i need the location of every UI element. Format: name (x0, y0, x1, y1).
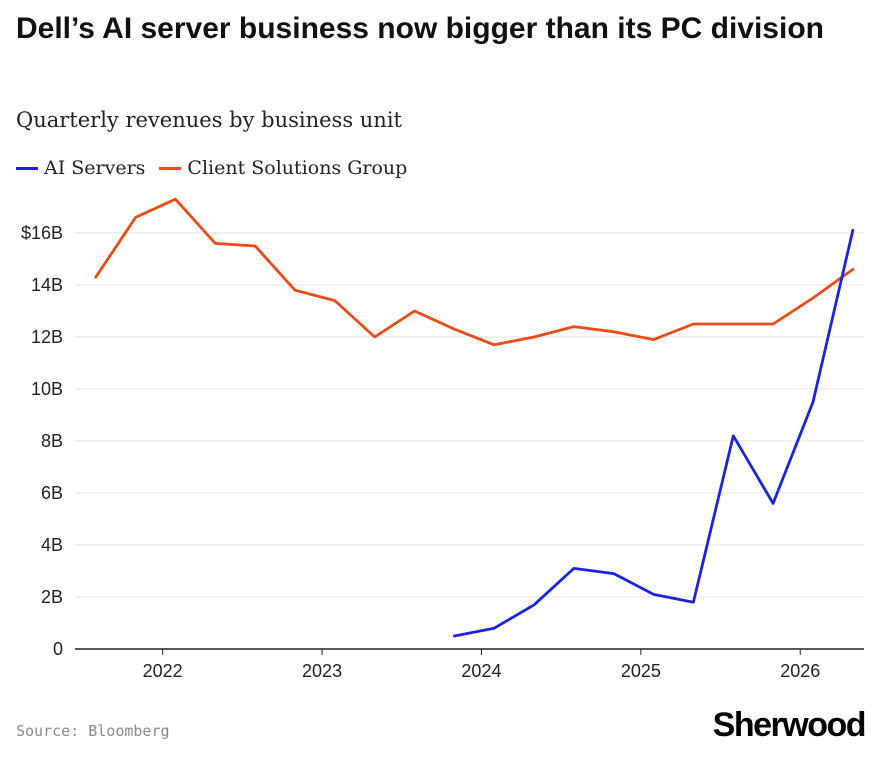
y-tick-label: 14B (31, 275, 63, 295)
legend: AI Servers Client Solutions Group (16, 157, 421, 179)
chart-title: Dell’s AI server business now bigger tha… (16, 12, 824, 45)
y-tick-label: 2B (41, 587, 63, 607)
legend-label-ai-servers: AI Servers (44, 157, 146, 179)
y-tick-label: 10B (31, 379, 63, 399)
y-tick-label: $16B (21, 223, 63, 243)
x-tick-label: 2022 (143, 661, 183, 681)
y-tick-label: 4B (41, 535, 63, 555)
x-tick-label: 2024 (461, 661, 501, 681)
y-tick-label: 6B (41, 483, 63, 503)
chart-subtitle: Quarterly revenues by business unit (16, 108, 402, 132)
series-lines (94, 197, 855, 638)
series-line-ai-servers (452, 228, 855, 638)
legend-swatch-ai-servers (16, 166, 38, 170)
sherwood-logo: Sherwood (712, 706, 867, 744)
y-tick-label: 8B (41, 431, 63, 451)
legend-label-client-solutions-group: Client Solutions Group (187, 157, 408, 179)
x-tick-label: 2023 (302, 661, 342, 681)
series-line-client-solutions-group (94, 197, 855, 347)
x-axis-ticks: 2022 2023 2024 2025 2026 (143, 649, 820, 681)
legend-swatch-client-solutions-group (159, 166, 182, 170)
y-tick-label: 12B (31, 327, 63, 347)
source-note: Source: Bloomberg (16, 722, 170, 740)
gridlines (75, 232, 864, 650)
y-tick-label: 0 (53, 639, 63, 659)
legend-item-client-solutions-group: Client Solutions Group (159, 157, 407, 179)
x-tick-label: 2026 (780, 661, 820, 681)
legend-item-ai-servers: AI Servers (16, 157, 145, 179)
y-axis-ticks: 0 2B 4B 6B 8B 10B 12B 14B $16B (21, 223, 63, 659)
x-tick-label: 2025 (621, 661, 661, 681)
